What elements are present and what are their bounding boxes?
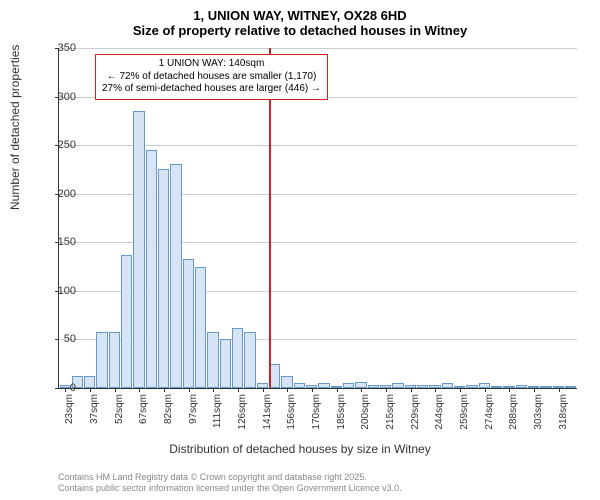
- histogram-bar: [109, 332, 120, 388]
- x-tick-label: 37sqm: [89, 394, 100, 444]
- y-axis-label: Number of detached properties: [8, 45, 22, 210]
- y-tick-label: 250: [46, 139, 76, 151]
- x-tick-label: 274sqm: [484, 394, 495, 444]
- histogram-bar: [318, 383, 329, 388]
- x-tick-label: 229sqm: [410, 394, 421, 444]
- x-tick-label: 156sqm: [286, 394, 297, 444]
- callout-line-2: ← 72% of detached houses are smaller (1,…: [102, 71, 321, 84]
- histogram-bar: [207, 332, 218, 388]
- x-tick-label: 111sqm: [212, 394, 223, 444]
- histogram-bar: [96, 332, 107, 388]
- histogram-bar: [281, 376, 292, 388]
- footer-line-2: Contains public sector information licen…: [58, 483, 402, 494]
- histogram-bar: [170, 164, 181, 388]
- x-tick-label: 318sqm: [558, 394, 569, 444]
- y-tick-label: 300: [46, 91, 76, 103]
- y-tick-label: 150: [46, 236, 76, 248]
- histogram-bar: [516, 385, 527, 388]
- chart-title-sub: Size of property relative to detached ho…: [0, 23, 600, 44]
- histogram-bar: [158, 169, 169, 388]
- x-tick-label: 67sqm: [138, 394, 149, 444]
- x-tick-label: 185sqm: [336, 394, 347, 444]
- x-tick-label: 215sqm: [385, 394, 396, 444]
- footer-line-1: Contains HM Land Registry data © Crown c…: [58, 472, 402, 483]
- histogram-bar: [133, 111, 144, 388]
- footer-attribution: Contains HM Land Registry data © Crown c…: [58, 472, 402, 495]
- histogram-bar: [565, 386, 576, 388]
- histogram-bar: [540, 386, 551, 388]
- histogram-bar: [343, 383, 354, 388]
- x-tick-label: 23sqm: [64, 394, 75, 444]
- histogram-bar: [146, 150, 157, 388]
- x-tick-label: 141sqm: [262, 394, 273, 444]
- x-tick-label: 126sqm: [237, 394, 248, 444]
- x-tick-label: 244sqm: [434, 394, 445, 444]
- histogram-bar: [244, 332, 255, 388]
- histogram-bar: [417, 385, 428, 388]
- histogram-bar: [183, 259, 194, 388]
- x-tick-label: 52sqm: [114, 394, 125, 444]
- histogram-bar: [442, 383, 453, 388]
- y-tick-label: 100: [46, 285, 76, 297]
- x-tick-label: 288sqm: [508, 394, 519, 444]
- histogram-bar: [392, 383, 403, 388]
- histogram-bar: [195, 267, 206, 388]
- callout-line-3: 27% of semi-detached houses are larger (…: [102, 83, 321, 96]
- callout-line-1: 1 UNION WAY: 140sqm: [102, 58, 321, 71]
- histogram-bar: [220, 339, 231, 388]
- histogram-bar: [491, 386, 502, 388]
- chart-plot-area: 1 UNION WAY: 140sqm ← 72% of detached ho…: [58, 48, 577, 389]
- x-tick-label: 97sqm: [188, 394, 199, 444]
- x-tick-label: 200sqm: [360, 394, 371, 444]
- callout-box: 1 UNION WAY: 140sqm ← 72% of detached ho…: [95, 54, 328, 100]
- y-tick-label: 0: [46, 382, 76, 394]
- y-tick-label: 350: [46, 42, 76, 54]
- x-tick-label: 82sqm: [163, 394, 174, 444]
- x-tick-label: 259sqm: [459, 394, 470, 444]
- y-tick-label: 200: [46, 188, 76, 200]
- histogram-bar: [294, 383, 305, 388]
- y-tick-label: 50: [46, 333, 76, 345]
- histogram-bar: [466, 385, 477, 388]
- x-tick-label: 303sqm: [533, 394, 544, 444]
- x-axis-label: Distribution of detached houses by size …: [0, 442, 600, 456]
- histogram-bar: [368, 385, 379, 388]
- histogram-bar: [232, 328, 243, 388]
- chart-title-main: 1, UNION WAY, WITNEY, OX28 6HD: [0, 0, 600, 23]
- x-tick-label: 170sqm: [311, 394, 322, 444]
- histogram-bar: [121, 255, 132, 388]
- histogram-bar: [84, 376, 95, 388]
